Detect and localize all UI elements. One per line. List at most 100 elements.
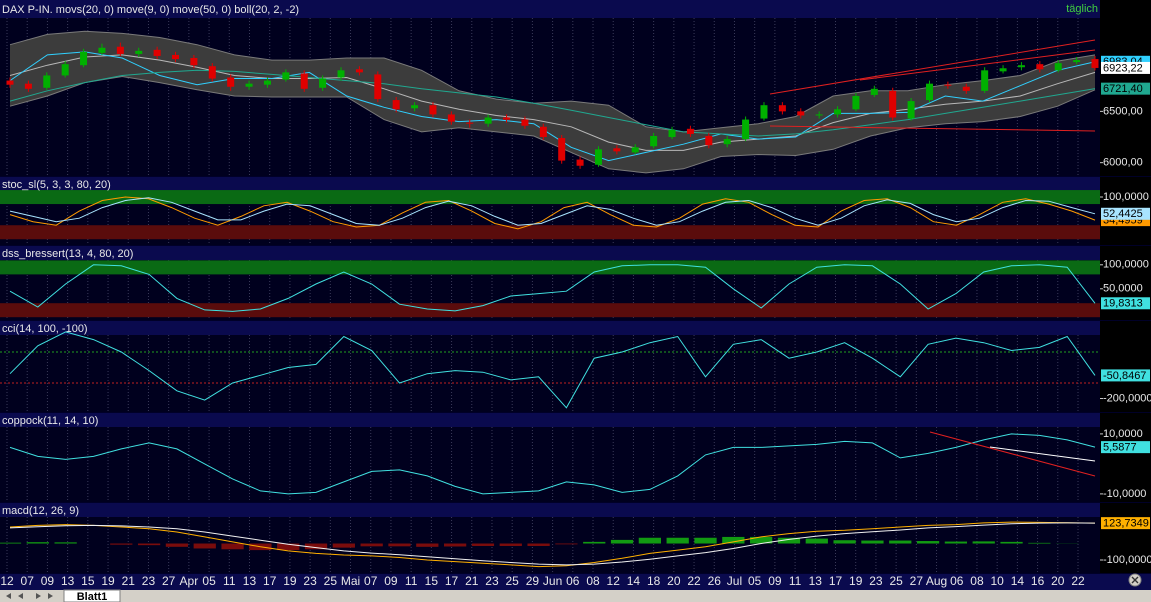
indicator-line (9, 264, 1096, 312)
candle-body (263, 80, 271, 85)
candle-body (355, 69, 363, 73)
moving-average (9, 69, 1096, 137)
candle-body (374, 74, 382, 100)
x-tick-label: 25 (506, 574, 520, 588)
last-value-label: 52,4425 (1103, 208, 1143, 220)
x-tick-label: 22 (687, 574, 701, 588)
candle-body (208, 66, 216, 79)
last-value-box (1101, 207, 1150, 220)
oversold-zone (0, 303, 1100, 318)
histogram-bar (26, 542, 49, 544)
x-tick-label: 21 (465, 574, 479, 588)
last-value-box (1101, 517, 1150, 530)
x-tick-label: 08 (970, 574, 984, 588)
x-tick-label: 29 (526, 574, 540, 588)
overbought-zone (0, 260, 1100, 275)
last-value-label: 123,7349 (1103, 518, 1149, 530)
x-tick-label: 09 (41, 574, 55, 588)
plot-layer: 12 07 09 13 15 19 21 23 27 Apr 05 11 13 17 19 23 25 Mai 07… (0, 4, 1151, 588)
last-value-box (1101, 82, 1150, 95)
x-tick-label: 26 (708, 574, 722, 588)
trend-line (859, 49, 1096, 81)
candle-body (852, 95, 860, 110)
histogram-bar (527, 543, 550, 546)
y-tick-label: 100,0000 (1103, 191, 1149, 203)
histogram-bar (972, 541, 995, 544)
last-value-box (1101, 441, 1150, 454)
trend-line (769, 39, 1096, 95)
candle-body (447, 114, 455, 122)
trend-line (769, 125, 1096, 132)
x-tick-label: Jun (543, 574, 562, 588)
candle-body (1073, 60, 1081, 63)
histogram-bar (193, 543, 216, 549)
panel-title: coppock(11, 14, 10) (2, 415, 98, 427)
panel-title: dss_bressert(13, 4, 80, 20) (2, 248, 133, 260)
panel-header (0, 177, 1100, 191)
value-axis (1100, 503, 1151, 573)
y-tick-label: 10,0000 (1103, 428, 1143, 440)
sheet-nav[interactable] (6, 593, 53, 599)
x-tick-label: 23 (485, 574, 499, 588)
panel-header (0, 246, 1100, 260)
x-tick-label: 20 (1051, 574, 1065, 588)
candle-body (300, 73, 308, 89)
candle-body (1036, 64, 1044, 70)
x-tick-label: 21 (122, 574, 136, 588)
histogram-bar (638, 537, 661, 544)
last-value-box (1101, 297, 1150, 310)
x-tick-label: 27 (162, 574, 176, 588)
candle-body (319, 78, 327, 88)
histogram-bar (110, 543, 133, 545)
histogram-bar (137, 543, 161, 546)
candle-body (631, 147, 639, 153)
trend-line (989, 446, 1096, 462)
candle-body (190, 58, 198, 66)
last-value-label: 6721,40 (1103, 83, 1143, 95)
candle-body (1054, 63, 1062, 71)
y-tick-label: -10,0000 (1103, 488, 1146, 500)
y-tick-label: -200,0000 (1103, 392, 1151, 404)
y-tick-label: 100,0000 (1103, 259, 1149, 271)
x-tick-label: Aug (926, 574, 947, 588)
candle-body (245, 83, 253, 87)
candle-body (539, 126, 547, 138)
candle-body (227, 77, 235, 87)
x-tick-label: 06 (566, 574, 580, 588)
x-tick-label: 09 (384, 574, 398, 588)
histogram-bar (805, 538, 828, 544)
trend-lines (769, 39, 1096, 477)
histogram-bar (304, 543, 328, 550)
x-tick-label: 18 (647, 574, 661, 588)
close-icon[interactable] (1131, 576, 1139, 584)
candle-body (466, 122, 474, 124)
sheet-bar (0, 590, 1151, 602)
band-lower (9, 75, 1096, 174)
x-tick-label: 19 (283, 574, 297, 588)
x-tick-label: 13 (243, 574, 257, 588)
last-value-label: -50,8467 (1103, 370, 1146, 382)
panel-title: DAX P-IN. movs(20, 0) move(9, 0) move(50… (2, 4, 299, 16)
sheet-tab-label[interactable]: Blatt1 (77, 591, 108, 602)
histogram-bar (1028, 542, 1051, 544)
candle-body (705, 135, 713, 146)
x-tick-label: 05 (748, 574, 762, 588)
histogram-bar (388, 543, 411, 547)
sheet-tab[interactable] (63, 589, 121, 602)
histogram-bar (332, 543, 355, 548)
indicator-line (9, 331, 1096, 409)
x-tick-label: 25 (324, 574, 338, 588)
value-axis (1100, 413, 1151, 502)
candle-body (282, 72, 290, 80)
histogram-bar (777, 537, 801, 544)
candle-body (521, 119, 529, 126)
panel-plot (0, 427, 1100, 502)
candle-body (1017, 65, 1025, 68)
x-tick-label: 10 (990, 574, 1004, 588)
candle-body (760, 105, 768, 119)
last-value-label: 19,8313 (1103, 298, 1143, 310)
oversold-zone (0, 225, 1100, 240)
x-tick-label: 14 (1011, 574, 1025, 588)
histogram-bar (221, 543, 244, 550)
